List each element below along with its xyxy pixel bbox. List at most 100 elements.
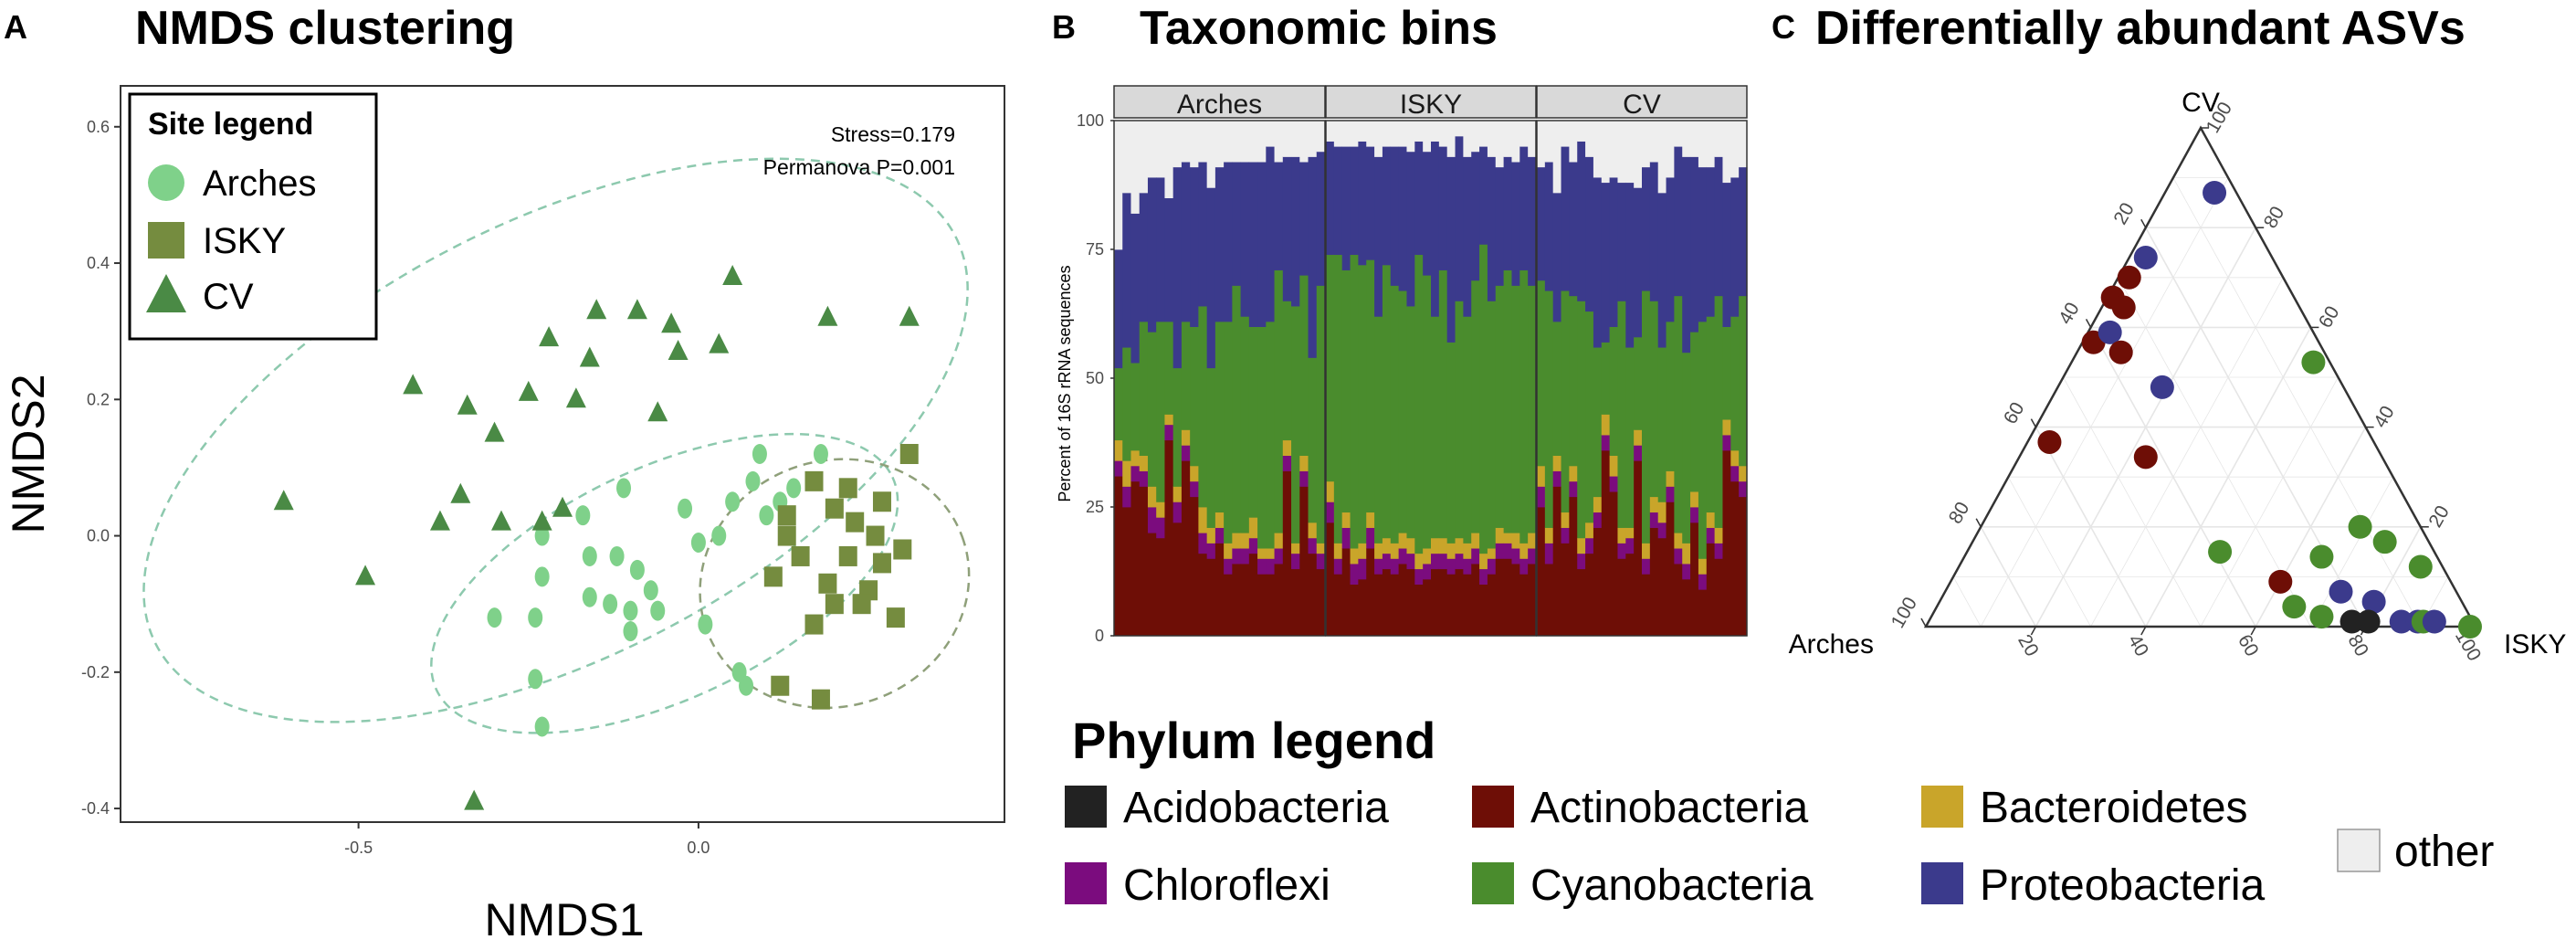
bar-segment-chloroflexi [1224, 558, 1233, 575]
bar-segment-other [1674, 121, 1683, 147]
swatch-chloroflexi [1065, 862, 1107, 904]
legend-label-arches: Arches [203, 164, 317, 204]
bar-stack [1722, 121, 1731, 637]
bar-segment-cyanobacteria [1406, 306, 1415, 539]
nmds-point-cv [565, 387, 586, 408]
bar-segment-chloroflexi [1198, 533, 1208, 554]
bar-segment-proteobacteria [1666, 177, 1675, 322]
bar-segment-chloroflexi [1291, 553, 1300, 570]
bar-stack [1438, 121, 1448, 637]
bar-stack [1406, 121, 1415, 637]
bar-segment-cyanobacteria [1463, 316, 1472, 544]
bar-segment-other [1431, 121, 1440, 142]
bar-segment-bacteroidetes [1585, 522, 1594, 539]
nmds-point-cv [355, 565, 376, 586]
nmds-point-arches [609, 545, 625, 566]
bar-segment-other [1569, 121, 1578, 163]
bar-stack [1471, 121, 1480, 637]
bar-stack [1382, 121, 1392, 637]
bar-segment-actinobacteria [1316, 568, 1326, 637]
bar-segment-other [1350, 121, 1359, 147]
label-bacteroidetes: Bacteroidetes [1980, 784, 2248, 832]
bar-segment-other [1471, 121, 1480, 153]
bar-segment-proteobacteria [1382, 146, 1392, 266]
bar-stack [1130, 121, 1141, 637]
ternary-point-actinobacteria [2108, 340, 2133, 364]
bar-segment-proteobacteria [1706, 166, 1716, 317]
bar-segment-cyanobacteria [1544, 290, 1554, 528]
bar-stack [1552, 121, 1562, 637]
bar-segment-cyanobacteria [1164, 321, 1174, 415]
bar-segment-chloroflexi [1114, 460, 1123, 477]
bar-segment-other [1585, 121, 1594, 157]
bar-segment-actinobacteria [1198, 553, 1208, 637]
bar-segment-chloroflexi [1739, 480, 1748, 498]
bar-segment-cyanobacteria [1414, 254, 1424, 554]
bar-stack [1181, 121, 1191, 637]
bar-segment-other [1537, 121, 1546, 168]
bar-stack [1625, 121, 1635, 637]
bar-segment-other [1503, 121, 1513, 157]
bar-segment-other [1308, 121, 1318, 157]
nmds-point-cv [709, 332, 730, 354]
bar-segment-bacteroidetes [1198, 507, 1208, 533]
nmds-point-isky [777, 525, 796, 546]
bar-segment-chloroflexi [1214, 527, 1225, 544]
nmds-point-isky [825, 498, 844, 519]
bar-segment-proteobacteria [1569, 162, 1578, 297]
bar-segment-proteobacteria [1181, 162, 1191, 322]
bar-segment-proteobacteria [1674, 146, 1683, 297]
bar-segment-actinobacteria [1642, 574, 1651, 637]
bar-segment-bacteroidetes [1561, 512, 1570, 528]
bar-segment-chloroflexi [1503, 543, 1513, 559]
bar-segment-proteobacteria [1406, 151, 1415, 307]
bar-segment-other [1577, 121, 1586, 142]
bar-stack [1333, 121, 1343, 637]
bar-segment-bacteroidetes [1164, 414, 1174, 426]
bar-segment-actinobacteria [1657, 537, 1667, 637]
bar-segment-actinobacteria [1601, 449, 1611, 637]
bar-stack [1282, 121, 1292, 637]
panel-b: B Taxonomic bins Percent of 16S rRNA seq… [1052, 2, 1748, 645]
nmds-point-cv [531, 510, 552, 531]
bar-stack [1147, 121, 1157, 637]
bar-segment-cyanobacteria [1316, 285, 1326, 544]
bar-segment-proteobacteria [1730, 177, 1740, 317]
bar-segment-bacteroidetes [1455, 537, 1464, 554]
bar-segment-proteobacteria [1471, 151, 1480, 281]
nmds-point-arches [629, 559, 645, 580]
bar-segment-actinobacteria [1326, 522, 1335, 637]
bar-segment-bacteroidetes [1274, 533, 1284, 549]
bar-segment-chloroflexi [1299, 470, 1309, 487]
bar-stack [1642, 121, 1651, 637]
bar-segment-bacteroidetes [1634, 429, 1643, 446]
bar-segment-cyanobacteria [1634, 336, 1643, 430]
bar-segment-chloroflexi [1164, 424, 1174, 441]
bar-segment-cyanobacteria [1479, 244, 1488, 554]
label-actinobacteria: Actinobacteria [1530, 784, 1808, 832]
nmds-ellipse-arches [430, 432, 899, 734]
bar-segment-proteobacteria [1642, 166, 1651, 291]
nmds-point-cv [403, 374, 424, 395]
bins-y-tick-label: 0 [1095, 627, 1104, 645]
nmds-point-cv [647, 401, 668, 422]
bar-segment-actinobacteria [1232, 564, 1242, 637]
ternary-points [2037, 180, 2482, 639]
bar-segment-actinobacteria [1181, 460, 1191, 637]
nmds-point-arches [725, 491, 741, 512]
bar-segment-cyanobacteria [1172, 367, 1183, 487]
bar-segment-other [1495, 121, 1505, 168]
bar-stack [1214, 121, 1225, 637]
bar-segment-bacteroidetes [1569, 465, 1578, 482]
bar-segment-proteobacteria [1333, 146, 1343, 256]
bar-segment-proteobacteria [1291, 156, 1300, 307]
nmds-point-arches [528, 669, 543, 690]
facet-panel-border [1536, 120, 1748, 637]
bar-segment-actinobacteria [1698, 589, 1708, 637]
bar-segment-actinobacteria [1617, 558, 1626, 637]
bar-segment-cyanobacteria [1438, 269, 1448, 539]
bar-stack [1172, 121, 1183, 637]
bar-segment-proteobacteria [1487, 156, 1497, 301]
bar-segment-actinobacteria [1739, 496, 1748, 637]
